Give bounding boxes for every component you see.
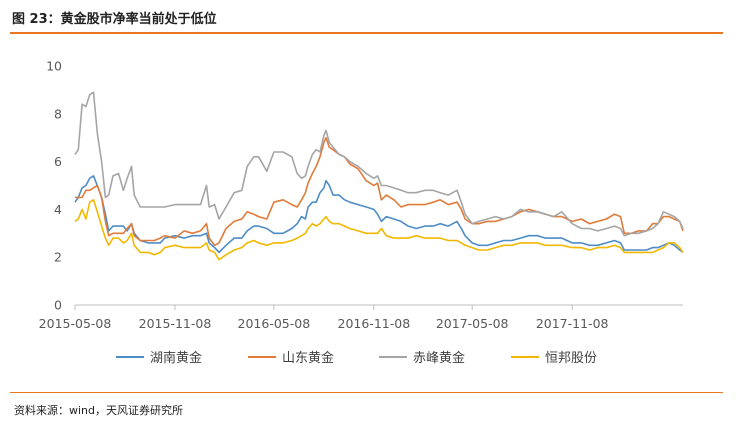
legend-label-3: 赤峰黄金 xyxy=(413,350,465,366)
figure-title: 图 23：黄金股市净率当前处于低位 xyxy=(12,12,217,27)
legend-label-1: 湖南黄金 xyxy=(150,350,202,366)
series-line-4 xyxy=(74,199,684,261)
y-tick-label: 2 xyxy=(54,250,62,265)
chart-lines xyxy=(74,91,684,261)
footer-rule xyxy=(10,392,723,393)
y-tick-label: 4 xyxy=(54,202,62,217)
x-tick-label: 2017-05-08 xyxy=(436,316,509,331)
series-line-1 xyxy=(74,175,684,254)
x-tick-label: 2016-05-08 xyxy=(238,316,311,331)
y-tick-label: 0 xyxy=(54,298,62,313)
x-tick-label: 2015-05-08 xyxy=(39,316,112,331)
pb-line-chart: 0 2 4 6 8 10 2015-05-08 2015-11-08 2016-05-08 201… xyxy=(39,59,684,366)
chart-legend: 湖南黄金 山东黄金 赤峰黄金 恒邦股份 xyxy=(116,350,597,366)
y-tick-label: 10 xyxy=(46,59,62,74)
x-tick-label: 2017-11-08 xyxy=(536,316,609,331)
legend-label-4: 恒邦股份 xyxy=(545,351,597,366)
series-line-3 xyxy=(74,91,684,237)
y-tick-label: 6 xyxy=(54,154,62,169)
y-tick-label: 8 xyxy=(54,106,62,121)
source-note: 资料来源：wind，天风证券研究所 xyxy=(14,404,184,417)
chart-axes: 0 2 4 6 8 10 2015-05-08 2015-11-08 2016-05-08 201… xyxy=(39,59,683,331)
x-tick-label: 2016-11-08 xyxy=(338,316,411,331)
legend-label-2: 山东黄金 xyxy=(282,350,334,366)
x-tick-label: 2015-11-08 xyxy=(139,316,212,331)
title-rule xyxy=(10,32,723,34)
